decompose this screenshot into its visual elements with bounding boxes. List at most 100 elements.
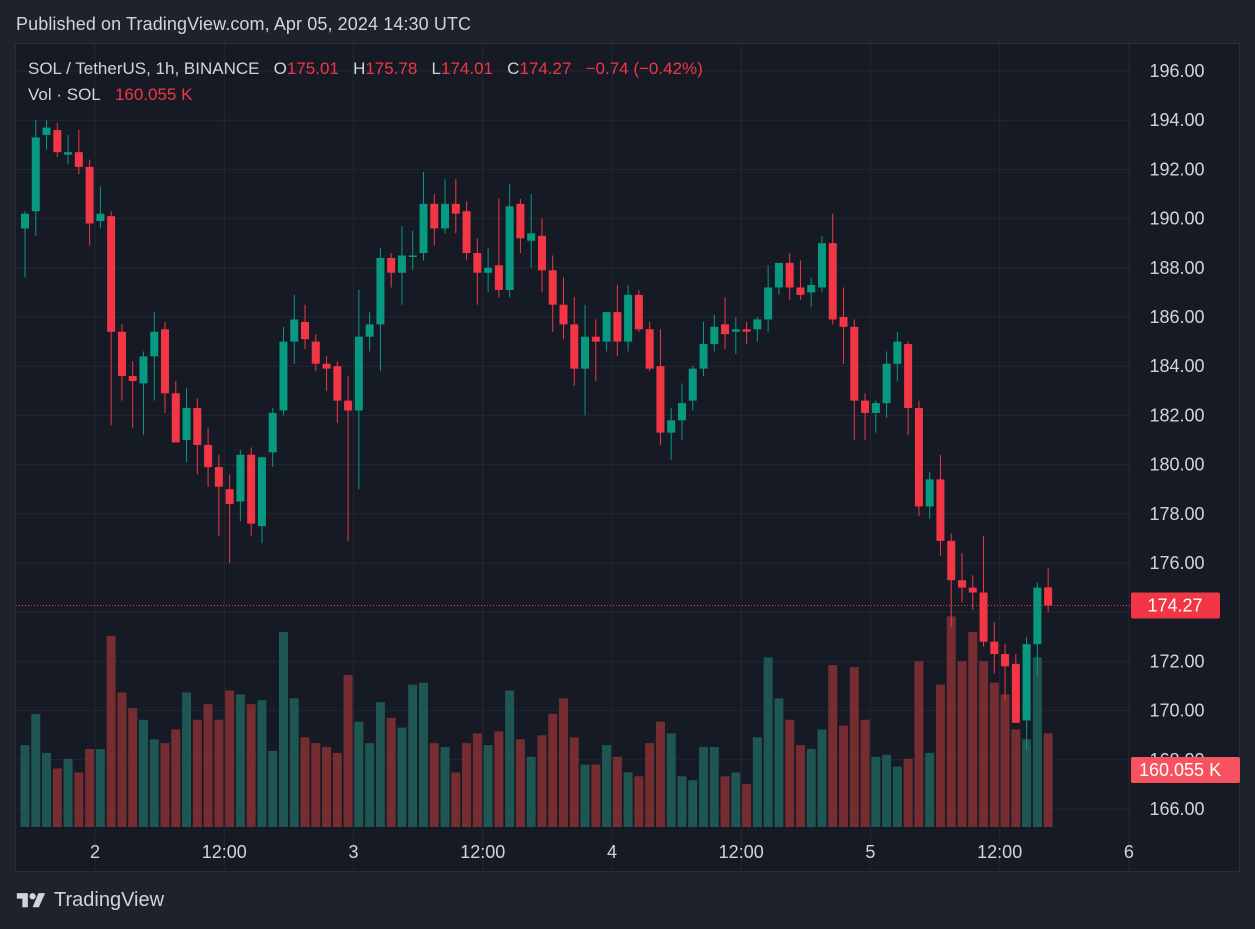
candle[interactable] bbox=[785, 253, 794, 300]
candle[interactable] bbox=[441, 179, 450, 234]
candle[interactable] bbox=[914, 400, 923, 517]
candle[interactable] bbox=[193, 398, 202, 475]
candle[interactable] bbox=[871, 400, 880, 433]
candle[interactable] bbox=[204, 427, 213, 487]
candle[interactable] bbox=[947, 533, 956, 627]
candle[interactable] bbox=[247, 447, 256, 536]
candle[interactable] bbox=[516, 198, 525, 254]
candle[interactable] bbox=[624, 285, 633, 352]
footer-brand[interactable]: TradingView bbox=[54, 889, 165, 911]
candle[interactable] bbox=[764, 265, 773, 332]
tradingview-logo-icon[interactable] bbox=[16, 890, 46, 912]
candle[interactable] bbox=[161, 321, 170, 413]
candle[interactable] bbox=[236, 449, 245, 522]
candle[interactable] bbox=[107, 211, 116, 426]
candle[interactable] bbox=[742, 321, 751, 345]
candle[interactable] bbox=[796, 260, 805, 300]
candle[interactable] bbox=[807, 277, 816, 308]
candle[interactable] bbox=[31, 120, 40, 236]
candle[interactable] bbox=[128, 361, 137, 428]
candle[interactable] bbox=[322, 356, 331, 391]
candle[interactable] bbox=[301, 304, 310, 349]
candle[interactable] bbox=[182, 388, 191, 463]
candle[interactable] bbox=[731, 317, 740, 354]
candle[interactable] bbox=[699, 321, 708, 377]
candle[interactable] bbox=[990, 622, 999, 674]
candle[interactable] bbox=[537, 218, 546, 293]
candle[interactable] bbox=[430, 194, 439, 246]
candle[interactable] bbox=[548, 255, 557, 332]
candle[interactable] bbox=[968, 575, 977, 610]
candle[interactable] bbox=[96, 186, 105, 229]
candle[interactable] bbox=[613, 285, 622, 357]
candle[interactable] bbox=[1033, 582, 1042, 677]
candle[interactable] bbox=[74, 130, 83, 175]
candle[interactable] bbox=[1001, 644, 1010, 701]
candle[interactable] bbox=[387, 253, 396, 288]
candle[interactable] bbox=[462, 201, 471, 261]
candle[interactable] bbox=[214, 454, 223, 536]
candle[interactable] bbox=[376, 248, 385, 372]
candle[interactable] bbox=[581, 304, 590, 416]
candle[interactable] bbox=[656, 329, 665, 445]
candle[interactable] bbox=[354, 289, 363, 490]
candle[interactable] bbox=[527, 194, 536, 268]
candle[interactable] bbox=[225, 474, 234, 563]
candle[interactable] bbox=[957, 553, 966, 603]
candle[interactable] bbox=[817, 235, 826, 293]
candle[interactable] bbox=[591, 319, 600, 381]
candle[interactable] bbox=[753, 317, 762, 342]
candle[interactable] bbox=[85, 159, 94, 246]
candle[interactable] bbox=[667, 408, 676, 460]
candle[interactable] bbox=[171, 380, 180, 443]
candle[interactable] bbox=[311, 334, 320, 372]
candle[interactable] bbox=[117, 324, 126, 401]
candle[interactable] bbox=[828, 213, 837, 325]
candle[interactable] bbox=[936, 454, 945, 556]
candle[interactable] bbox=[1022, 636, 1031, 750]
candle[interactable] bbox=[419, 171, 428, 261]
candle[interactable] bbox=[451, 179, 460, 234]
candle[interactable] bbox=[268, 408, 277, 468]
candle[interactable] bbox=[774, 262, 783, 295]
candle[interactable] bbox=[494, 198, 503, 298]
candle[interactable] bbox=[257, 457, 266, 544]
candle[interactable] bbox=[559, 277, 568, 340]
candle[interactable] bbox=[677, 383, 686, 440]
candle[interactable] bbox=[925, 471, 934, 519]
candle[interactable] bbox=[861, 393, 870, 440]
legend-symbol[interactable]: SOL / TetherUS, 1h, BINANCE bbox=[28, 59, 260, 78]
candle[interactable] bbox=[139, 351, 148, 436]
candle[interactable] bbox=[688, 366, 697, 411]
candle[interactable] bbox=[839, 287, 848, 364]
candle[interactable] bbox=[290, 294, 299, 364]
candle[interactable] bbox=[505, 184, 514, 298]
candle[interactable] bbox=[279, 326, 288, 416]
candle[interactable] bbox=[344, 376, 353, 541]
candle[interactable] bbox=[473, 238, 482, 305]
candle[interactable] bbox=[570, 297, 579, 386]
volume-legend-label[interactable]: Vol · SOL bbox=[28, 85, 101, 104]
candle[interactable] bbox=[710, 314, 719, 352]
candle[interactable] bbox=[893, 331, 902, 381]
candle[interactable] bbox=[64, 134, 73, 165]
candle[interactable] bbox=[484, 248, 493, 293]
candle[interactable] bbox=[365, 312, 374, 352]
candle[interactable] bbox=[53, 122, 62, 158]
candle[interactable] bbox=[408, 230, 417, 271]
candle[interactable] bbox=[634, 289, 643, 332]
candle[interactable] bbox=[979, 535, 988, 647]
candle[interactable] bbox=[21, 211, 29, 278]
candle[interactable] bbox=[602, 312, 611, 352]
candle[interactable] bbox=[150, 312, 159, 401]
candle[interactable] bbox=[645, 321, 654, 372]
candle[interactable] bbox=[397, 225, 406, 305]
candle[interactable] bbox=[1011, 654, 1020, 723]
candle[interactable] bbox=[721, 297, 730, 349]
candle[interactable] bbox=[882, 351, 891, 418]
candle[interactable] bbox=[1044, 568, 1053, 612]
candle[interactable] bbox=[850, 319, 859, 440]
candle[interactable] bbox=[904, 341, 913, 436]
candle[interactable] bbox=[333, 361, 342, 423]
